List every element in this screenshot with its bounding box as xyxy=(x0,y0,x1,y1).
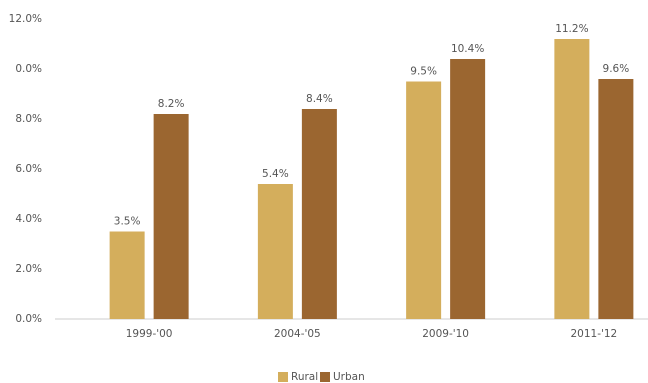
y-tick-label: 2.0% xyxy=(15,263,42,275)
data-label: 8.4% xyxy=(306,93,333,105)
data-label: 3.5% xyxy=(114,216,141,228)
bar xyxy=(598,79,634,319)
data-label: 8.2% xyxy=(158,98,185,110)
bar xyxy=(450,59,486,319)
y-tick-label: 0.0% xyxy=(15,63,42,75)
x-tick-label: 1999-'00 xyxy=(126,328,173,340)
x-tick-label: 2009-'10 xyxy=(422,328,469,340)
data-label: 5.4% xyxy=(262,168,289,180)
bar xyxy=(153,114,189,319)
data-label: 10.4% xyxy=(451,43,484,55)
y-tick-label: 6.0% xyxy=(15,163,42,175)
legend-swatch xyxy=(320,372,330,382)
legend-label: Urban xyxy=(333,371,365,383)
legend-label: Rural xyxy=(291,371,318,383)
y-tick-label: 0.0% xyxy=(15,313,42,325)
bar xyxy=(257,184,293,319)
data-label: 11.2% xyxy=(555,23,588,35)
bar xyxy=(554,39,590,319)
bar xyxy=(301,109,337,319)
y-tick-label: 8.0% xyxy=(15,113,42,125)
data-label: 9.5% xyxy=(410,66,437,78)
y-tick-label: 12.0% xyxy=(9,13,42,25)
bar xyxy=(406,81,442,319)
x-tick-label: 2011-'12 xyxy=(570,328,617,340)
y-tick-label: 4.0% xyxy=(15,213,42,225)
x-tick-label: 2004-'05 xyxy=(274,328,321,340)
bar xyxy=(109,231,145,319)
data-label: 9.6% xyxy=(603,63,630,75)
legend-swatch xyxy=(278,372,288,382)
